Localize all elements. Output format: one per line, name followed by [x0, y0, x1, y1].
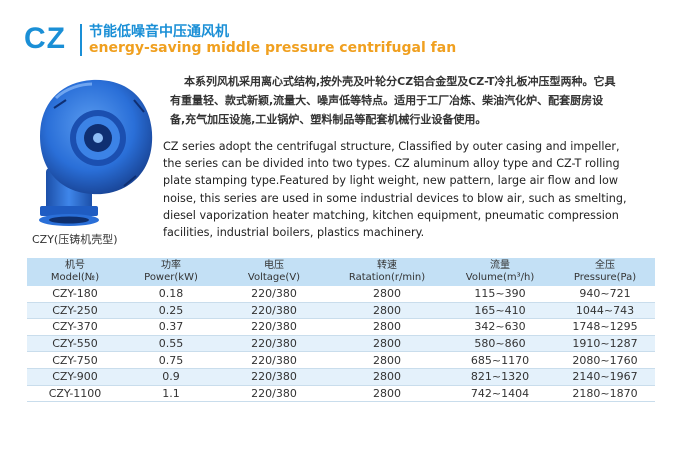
cell-voltage: 220/380	[219, 368, 329, 386]
cell-model: CZY-900	[27, 368, 123, 386]
cell-pressure: 940~721	[555, 286, 655, 303]
cell-power: 0.37	[123, 318, 219, 336]
cell-voltage: 220/380	[219, 351, 329, 369]
cell-pressure: 2080~1760	[555, 351, 655, 369]
description-en-line: facilities, industrial boilers, plastics…	[163, 226, 425, 240]
column-header-power: 功率 Power(kW)	[123, 258, 219, 286]
brand-divider	[80, 24, 82, 56]
cell-pressure: 2140~1967	[555, 368, 655, 386]
description-en-line: noise, this series are used in some indu…	[163, 191, 627, 205]
cell-volume: 742~1404	[445, 385, 555, 403]
product-title-en: energy-saving middle pressure centrifuga…	[89, 40, 457, 56]
cell-model: CZY-180	[27, 286, 123, 303]
cell-rotation: 2800	[329, 351, 445, 369]
cell-rotation: 2800	[329, 286, 445, 303]
table-row: CZY-750 0.75 220/380 2800 685~1170 2080~…	[27, 351, 655, 369]
description-en-line: the series can be divided into two types…	[163, 157, 620, 171]
cell-pressure: 1044~743	[555, 302, 655, 320]
table-row: CZY-250 0.25 220/380 2800 165~410 1044~7…	[27, 302, 655, 320]
cell-volume: 685~1170	[445, 351, 555, 369]
description-cn: 本系列风机采用离心式结构,按外壳及叶轮分CZ铝合金型及CZ-T冷扎板冲压型两种。…	[170, 72, 670, 129]
product-title-cn: 节能低噪音中压通风机	[89, 24, 229, 40]
description-en-line: diesel vaporization heater matching, kit…	[163, 208, 619, 222]
fan-product-image	[39, 79, 153, 226]
table-row: CZY-550 0.55 220/380 2800 580~860 1910~1…	[27, 335, 655, 353]
cell-model: CZY-370	[27, 318, 123, 336]
product-caption: CZY(压铸机壳型)	[32, 233, 118, 246]
cell-volume: 115~390	[445, 286, 555, 303]
cell-volume: 165~410	[445, 302, 555, 320]
column-header-model: 机号 Model(№)	[27, 258, 123, 286]
cell-voltage: 220/380	[219, 335, 329, 353]
cell-voltage: 220/380	[219, 302, 329, 320]
table-row: CZY-180 0.18 220/380 2800 115~390 940~72…	[27, 286, 655, 303]
table-row: CZY-900 0.9 220/380 2800 821~1320 2140~1…	[27, 368, 655, 386]
column-header-rotation: 转速 Ratation(r/min)	[329, 258, 445, 286]
cell-rotation: 2800	[329, 302, 445, 320]
cell-model: CZY-1100	[27, 385, 123, 403]
cell-power: 1.1	[123, 385, 219, 403]
table-header-row: 机号 Model(№) 功率 Power(kW) 电压 Voltage(V) 转速 Ra…	[27, 258, 655, 286]
spec-table: 机号 Model(№) 功率 Power(kW) 电压 Voltage(V) 转速 Ra…	[27, 258, 655, 403]
cell-rotation: 2800	[329, 318, 445, 336]
cell-model: CZY-750	[27, 351, 123, 369]
cell-pressure: 1910~1287	[555, 335, 655, 353]
cell-rotation: 2800	[329, 385, 445, 403]
description-cn-line: 本系列风机采用离心式结构,按外壳及叶轮分CZ铝合金型及CZ-T冷扎板冲压型两种。…	[184, 75, 616, 88]
cell-rotation: 2800	[329, 368, 445, 386]
cell-voltage: 220/380	[219, 286, 329, 303]
description-en: CZ series adopt the centrifugal structur…	[163, 138, 678, 241]
cell-volume: 821~1320	[445, 368, 555, 386]
cell-voltage: 220/380	[219, 318, 329, 336]
column-header-pressure: 全压 Pressure(Pa)	[555, 258, 655, 286]
cell-volume: 342~630	[445, 318, 555, 336]
column-header-voltage: 电压 Voltage(V)	[219, 258, 329, 286]
description-cn-line: 有重量轻、款式新颖,流量大、噪声低等特点。适用于工厂冶炼、柴油汽化炉、配套厨房设	[170, 94, 604, 107]
cell-power: 0.25	[123, 302, 219, 320]
cell-pressure: 2180~1870	[555, 385, 655, 403]
brand-code: CZ	[24, 22, 66, 55]
cell-power: 0.75	[123, 351, 219, 369]
description-cn-line: 备,充气加压设施,工业锅炉、塑料制品等配套机械行业设备使用。	[170, 113, 487, 126]
cell-model: CZY-550	[27, 335, 123, 353]
table-row: CZY-1100 1.1 220/380 2800 742~1404 2180~…	[27, 385, 655, 403]
cell-power: 0.18	[123, 286, 219, 303]
cell-rotation: 2800	[329, 335, 445, 353]
column-header-volume: 流量 Volume(m³/h)	[445, 258, 555, 286]
cell-voltage: 220/380	[219, 385, 329, 403]
cell-power: 0.9	[123, 368, 219, 386]
cell-pressure: 1748~1295	[555, 318, 655, 336]
table-row: CZY-370 0.37 220/380 2800 342~630 1748~1…	[27, 318, 655, 336]
cell-power: 0.55	[123, 335, 219, 353]
description-en-line: plate stamping type.Featured by light we…	[163, 174, 618, 188]
cell-volume: 580~860	[445, 335, 555, 353]
description-en-line: CZ series adopt the centrifugal structur…	[163, 140, 620, 153]
cell-model: CZY-250	[27, 302, 123, 320]
